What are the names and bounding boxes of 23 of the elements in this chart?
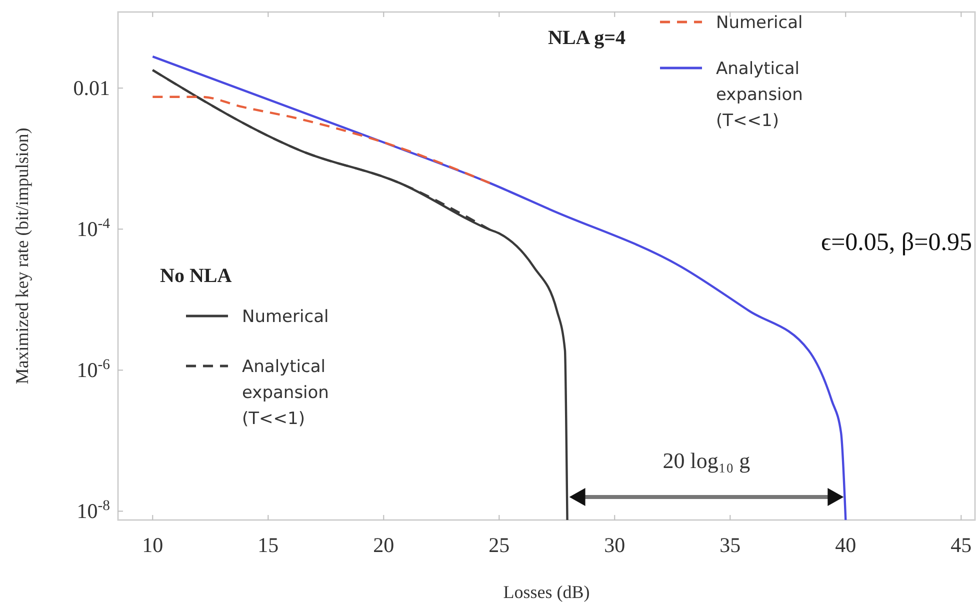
legend-label: Analytical expansion (T<<1) <box>716 59 803 131</box>
x-tick-label: 40 <box>835 533 856 557</box>
y-axis-title: Maximized key rate (bit/impulsion) <box>12 128 32 384</box>
y-tick-label: 10$^{-6}$ <box>76 357 110 382</box>
x-tick-label: 45 <box>950 533 972 557</box>
x-axis-title: Losses (dB) <box>503 582 590 602</box>
annotation: ϵ=0.05, β=0.95 <box>820 229 972 256</box>
annotation: No NLA <box>160 265 232 287</box>
y-tick-label: 10$^{-4}$ <box>76 216 111 242</box>
legend-label: Numerical <box>716 13 803 33</box>
line-series <box>152 96 492 184</box>
legend-label: Analytical expansion (T<<1) <box>242 357 329 429</box>
y-tick-label: 10$^{-8}$ <box>76 498 110 524</box>
x-tick-label: 20 <box>373 533 394 557</box>
annotation: 20 log₁₀ g <box>662 448 750 473</box>
y-tick-label: 0.01 <box>73 76 110 100</box>
legend-label: Numerical <box>242 307 329 327</box>
x-tick-label: 15 <box>258 533 279 557</box>
x-tick-label: 10 <box>142 533 164 557</box>
x-tick-label: 35 <box>720 533 741 557</box>
annotation: NLA g=4 <box>548 27 626 49</box>
x-tick-label: 25 <box>488 533 510 557</box>
x-tick-label: 30 <box>604 533 626 557</box>
